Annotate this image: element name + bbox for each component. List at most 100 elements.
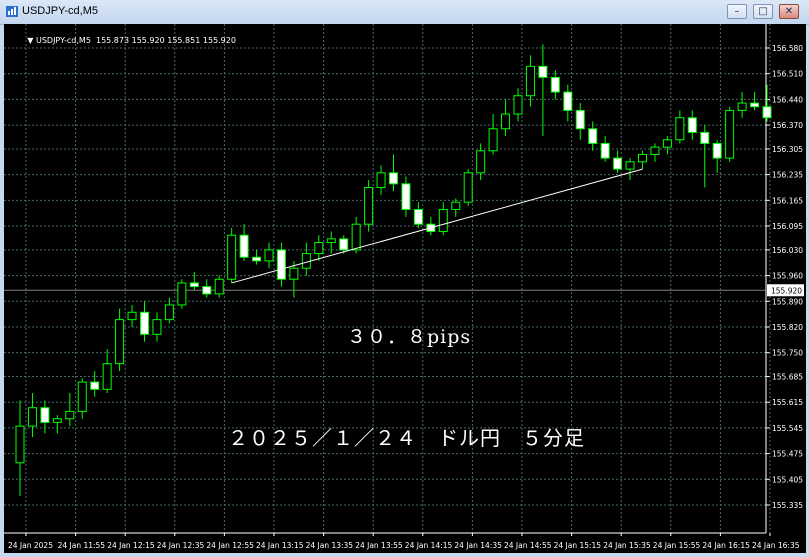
candle-bull [115, 319, 125, 365]
candle-bull [513, 95, 523, 115]
candle-bull [476, 150, 486, 174]
y-tick-label: 156.030 [772, 246, 803, 255]
candle-bull [488, 128, 498, 152]
x-tick-label: 24 Jan 14:35 [454, 541, 502, 550]
x-tick-label: 24 Jan 15:15 [554, 541, 602, 550]
candle-bull [675, 117, 685, 141]
candle-bear [140, 311, 149, 335]
candle-bear [389, 172, 398, 185]
candle-bull [52, 418, 62, 423]
maximize-button[interactable]: □ [753, 4, 773, 19]
symbol-ohlc: USDJPY-cd,M5 155.873 155.920 155.851 155… [35, 36, 236, 45]
candle-bull [638, 153, 647, 163]
candle-bull [214, 278, 224, 295]
candle-bull [264, 249, 274, 262]
x-tick-label: 24 Jan 13:15 [256, 541, 304, 550]
candle-bull [65, 410, 75, 420]
chart-background [4, 24, 806, 553]
y-tick-label: 155.685 [772, 373, 803, 382]
candle-bull [227, 234, 237, 280]
candle-bear [413, 209, 423, 225]
candle-bear [613, 157, 623, 170]
candle-bear [700, 131, 710, 144]
candle-bull [376, 172, 386, 188]
candle-bear [550, 76, 560, 93]
chart-window-icon [6, 6, 18, 17]
y-tick-label: 155.750 [772, 349, 803, 358]
y-tick-label: 156.510 [772, 70, 803, 79]
y-tick-label: 155.820 [772, 323, 803, 332]
candle-bear [563, 91, 573, 111]
candle-bull [650, 146, 660, 155]
x-tick-label: 24 Jan 16:15 [702, 541, 750, 550]
candle-bull [289, 267, 299, 280]
candle-bull [177, 282, 187, 306]
x-tick-label: 24 Jan 13:55 [355, 541, 403, 550]
maximize-icon: □ [758, 6, 768, 17]
candle-bull [15, 425, 25, 464]
close-button[interactable]: ✕ [779, 4, 799, 19]
date-caption: ２０２５／１／２４ ドル円 ５分足 [228, 426, 585, 450]
x-tick-label: 24 Jan 12:55 [206, 541, 254, 550]
x-tick-label: 24 Jan 11:55 [58, 541, 106, 550]
title-bar[interactable]: USDJPY-cd,M5 – □ ✕ [0, 0, 809, 25]
y-tick-label: 155.615 [772, 398, 803, 407]
y-tick-label: 155.890 [772, 297, 803, 306]
x-tick-label: 24 Jan 13:35 [306, 541, 354, 550]
y-tick-label: 156.370 [772, 121, 803, 130]
candle-bear [712, 142, 722, 159]
candle-bear [189, 282, 199, 288]
symbol-info: ▼ USDJPY-cd,M5 155.873 155.920 155.851 1… [12, 27, 236, 54]
candle-bear [90, 381, 100, 390]
candle-bear [276, 249, 286, 280]
close-icon: ✕ [784, 6, 794, 17]
x-tick-label: 24 Jan 15:35 [603, 541, 651, 550]
chart-area[interactable]: 156.580 156.510 156.440 156.370 156.305 156.2… [4, 24, 806, 553]
y-tick-label: 155.475 [772, 450, 803, 459]
candle-bear [239, 234, 249, 258]
candle-bull [625, 161, 635, 170]
current-price-label: 155.920 [771, 286, 802, 295]
y-tick-label: 156.165 [772, 196, 803, 205]
y-tick-label: 155.405 [772, 475, 803, 484]
y-tick-label: 156.235 [772, 171, 803, 180]
trendline [231, 168, 643, 284]
window-title: USDJPY-cd,M5 [22, 5, 99, 17]
candle-bull [364, 186, 374, 225]
current-price-tag [767, 284, 804, 297]
candle-bear [750, 102, 760, 108]
price-chart[interactable]: 156.580 156.510 156.440 156.370 156.305 156.2… [4, 24, 806, 553]
candle-bull [164, 304, 174, 321]
y-tick-label: 155.960 [772, 272, 803, 281]
candle-bull [725, 109, 735, 159]
candle-bear [600, 142, 610, 159]
minimize-icon: – [734, 6, 740, 17]
x-tick-label: 24 Jan 12:35 [157, 541, 205, 550]
candle-bull [326, 238, 336, 244]
candle-bear [339, 238, 349, 251]
candle-bear [588, 128, 598, 144]
menu-arrow-icon[interactable]: ▼ [27, 36, 36, 45]
candle-bear [202, 286, 212, 295]
candle-bear [538, 65, 548, 78]
candle-bull [314, 242, 324, 255]
y-tick-label: 156.095 [772, 222, 803, 231]
y-tick-label: 156.440 [772, 95, 803, 104]
candle-bull [501, 113, 511, 130]
candle-bear [252, 256, 262, 262]
x-tick-label: 24 Jan 14:15 [405, 541, 453, 550]
candle-bull [301, 253, 311, 269]
candle-bull [451, 201, 461, 211]
pips-annotation: ３０．８pips [347, 326, 472, 348]
x-tick-label: 24 Jan 16:35 [752, 541, 800, 550]
candle-bear [687, 117, 697, 133]
candle-bull [102, 363, 112, 390]
x-tick-label: 24 Jan 12:15 [107, 541, 155, 550]
y-tick-label: 156.305 [772, 145, 803, 154]
x-tick-label: 24 Jan 2025 [8, 541, 53, 550]
candle-bull [152, 319, 162, 335]
candle-bear [575, 109, 585, 130]
minimize-button[interactable]: – [727, 4, 747, 19]
candle-bull [525, 65, 535, 97]
